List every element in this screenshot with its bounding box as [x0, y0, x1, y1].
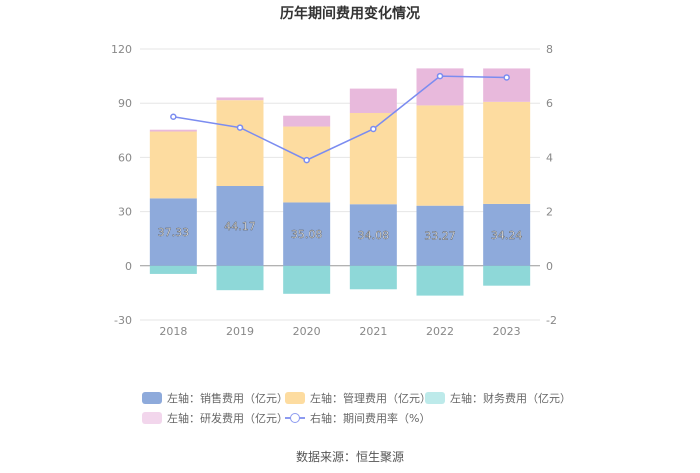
bar-rnd	[349, 88, 397, 113]
right-tick-label: -2	[546, 314, 557, 327]
legend-label-admin: 左轴：管理费用（亿元）	[310, 392, 431, 405]
bar-sales	[483, 203, 531, 266]
legend-item-expense-ratio[interactable]: 右轴：期间费用率（%）	[285, 410, 430, 426]
bar-sales	[416, 205, 464, 266]
bar-sales-label: 34.24	[491, 229, 523, 242]
bar-finance	[483, 265, 531, 286]
legend-label-sales: 左轴：销售费用（亿元）	[167, 392, 288, 405]
bar-sales-label: 37.33	[158, 226, 190, 239]
legend-item-rnd[interactable]: 左轴：研发费用（亿元）	[142, 410, 288, 426]
axis-layer: -30 0 30 60 90 120 -2 0 2 4 6 8 2018 2019 2020 2021 2022…	[111, 43, 557, 338]
right-tick-label: 0	[546, 260, 553, 273]
bar-admin	[216, 100, 264, 186]
bar-finance	[283, 265, 331, 294]
bar-sales	[216, 185, 264, 266]
data-source: 数据来源：恒生聚源	[295, 450, 404, 464]
left-tick-label: 30	[118, 206, 132, 219]
bar-admin	[149, 131, 197, 199]
legend-swatch-finance	[425, 392, 445, 404]
line-layer	[170, 72, 510, 164]
line-point-expense-ratio	[370, 125, 377, 133]
right-tick-label: 4	[546, 151, 553, 164]
x-tick-label: 2019	[226, 325, 254, 338]
line-expense-ratio	[173, 75, 507, 161]
bar-layer: 37.33 44.17 35.08 34.08 33.27 34.24	[149, 68, 531, 296]
bar-sales-label: 44.17	[224, 220, 256, 233]
bar-sales	[283, 202, 331, 266]
left-tick-label: 90	[118, 97, 132, 110]
bar-admin	[483, 101, 531, 204]
legend-item-finance[interactable]: 左轴：财务费用（亿元）	[425, 390, 571, 406]
line-point-expense-ratio	[170, 113, 177, 120]
legend-swatch-rnd	[142, 412, 162, 424]
legend-swatch-admin	[285, 392, 305, 404]
x-tick-label: 2021	[359, 325, 387, 338]
bar-finance	[349, 265, 397, 290]
bar-admin	[416, 105, 464, 206]
bar-rnd	[483, 68, 531, 102]
line-point-expense-ratio	[236, 124, 244, 131]
bar-sales-label: 34.08	[358, 229, 390, 242]
left-tick-label: 120	[111, 43, 132, 56]
legend-label-rnd: 左轴：研发费用（亿元）	[167, 412, 288, 425]
legend-label-expense-ratio: 右轴：期间费用率（%）	[310, 412, 431, 425]
bar-rnd	[216, 97, 264, 101]
x-tick-label: 2022	[426, 325, 454, 338]
legend-item-sales[interactable]: 左轴：销售费用（亿元）	[142, 390, 288, 406]
bar-finance	[416, 265, 464, 296]
legend-item-admin[interactable]: 左轴：管理费用（亿元）	[285, 390, 431, 406]
bar-rnd	[283, 115, 331, 127]
bar-sales-label: 35.08	[291, 228, 323, 241]
right-tick-label: 8	[546, 43, 553, 56]
legend-swatch-expense-ratio	[285, 412, 305, 424]
bar-sales	[149, 198, 197, 266]
bar-sales	[349, 204, 397, 266]
bar-admin	[283, 126, 331, 203]
bar-finance	[216, 265, 264, 291]
line-point-expense-ratio	[436, 72, 444, 80]
grid-layer	[140, 48, 540, 321]
x-tick-label: 2023	[493, 325, 521, 338]
x-tick-label: 2020	[293, 325, 321, 338]
left-tick-label: 0	[125, 260, 132, 273]
x-tick-label: 2018	[159, 325, 187, 338]
line-point-expense-ratio	[503, 74, 510, 81]
line-point-expense-ratio	[303, 156, 310, 164]
right-tick-label: 2	[546, 206, 553, 219]
left-tick-label: 60	[118, 151, 132, 164]
chart-title: 历年期间费用变化情况	[280, 6, 420, 22]
bar-rnd	[149, 129, 197, 132]
left-tick-label: -30	[114, 314, 132, 327]
legend-swatch-sales	[142, 392, 162, 404]
bar-sales-label: 33.27	[424, 230, 456, 243]
legend-label-finance: 左轴：财务费用（亿元）	[450, 392, 571, 405]
bar-finance	[149, 265, 197, 274]
right-tick-label: 6	[546, 97, 553, 110]
